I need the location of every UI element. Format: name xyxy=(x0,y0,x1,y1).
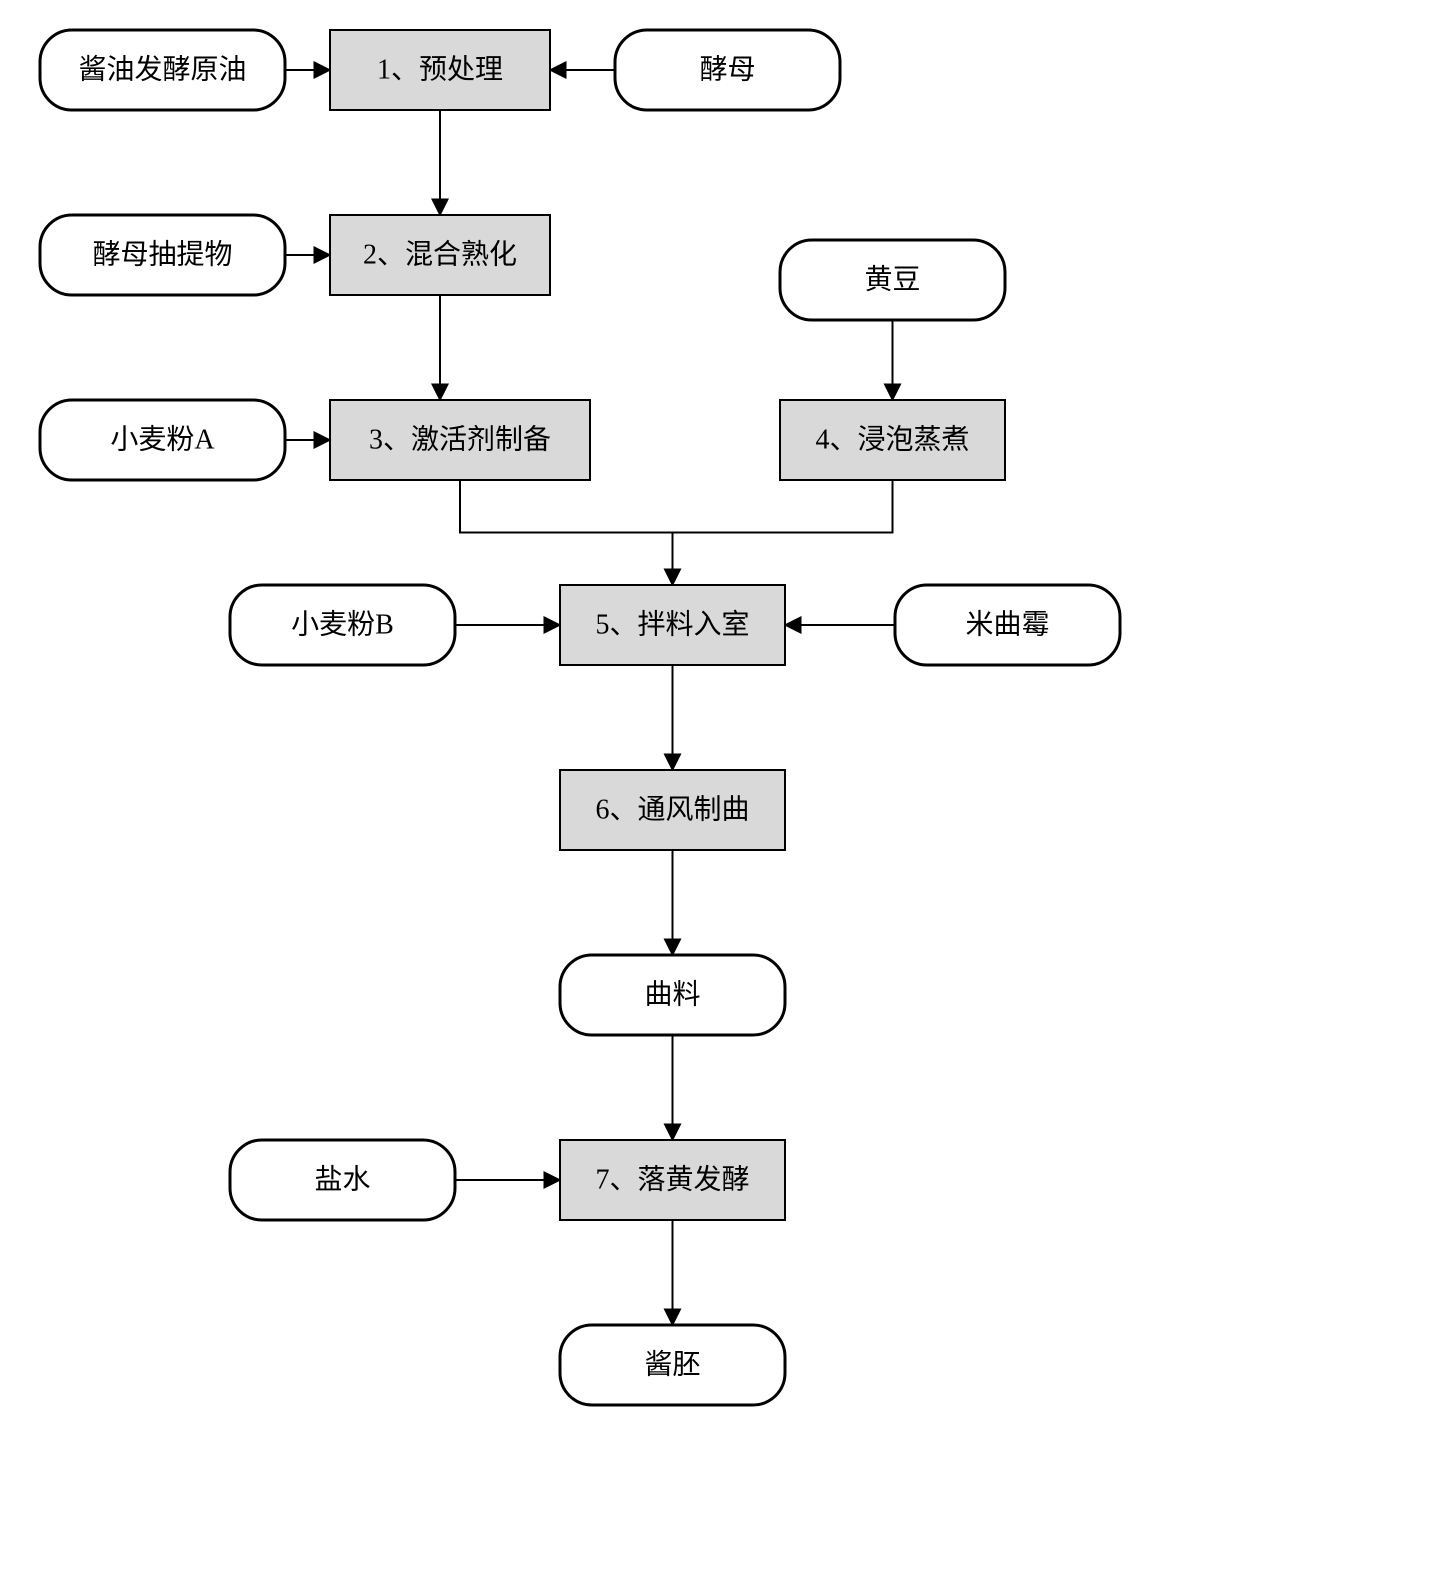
node-label: 曲料 xyxy=(644,979,700,1011)
node-label: 4、浸泡蒸煮 xyxy=(815,424,969,456)
node-p7: 7、落黄发酵 xyxy=(560,1140,785,1220)
node-in_wheatA: 小麦粉A xyxy=(40,400,285,480)
node-label: 米曲霉 xyxy=(965,609,1049,641)
node-label: 黄豆 xyxy=(864,264,920,296)
node-label: 小麦粉A xyxy=(110,424,215,456)
node-in_brine: 盐水 xyxy=(230,1140,455,1220)
node-label: 2、混合熟化 xyxy=(363,239,517,271)
node-p3: 3、激活剂制备 xyxy=(330,400,590,480)
node-label: 盐水 xyxy=(314,1164,370,1196)
node-label: 小麦粉B xyxy=(291,609,394,641)
node-label: 1、预处理 xyxy=(377,54,503,86)
node-p2: 2、混合熟化 xyxy=(330,215,550,295)
node-in_koji: 米曲霉 xyxy=(895,585,1120,665)
node-p5: 5、拌料入室 xyxy=(560,585,785,665)
node-in_extract: 酵母抽提物 xyxy=(40,215,285,295)
node-in_soy_oil: 酱油发酵原油 xyxy=(40,30,285,110)
node-label: 酱胚 xyxy=(644,1349,700,1381)
node-p1: 1、预处理 xyxy=(330,30,550,110)
nodes-layer: 酱油发酵原油 1、预处理 酵母酵母抽提物 2、混合熟化黄豆小麦粉A 3、激活剂制备 4、浸… xyxy=(40,30,1120,1405)
node-out_embryo: 酱胚 xyxy=(560,1325,785,1405)
node-label: 6、通风制曲 xyxy=(595,794,749,826)
node-p4: 4、浸泡蒸煮 xyxy=(780,400,1005,480)
node-p6: 6、通风制曲 xyxy=(560,770,785,850)
node-label: 7、落黄发酵 xyxy=(595,1164,749,1196)
node-label: 酵母 xyxy=(699,55,755,86)
node-label: 5、拌料入室 xyxy=(595,609,749,641)
node-in_soybean: 黄豆 xyxy=(780,240,1005,320)
node-label: 3、激活剂制备 xyxy=(369,424,551,456)
flowchart-canvas: 酱油发酵原油 1、预处理 酵母酵母抽提物 2、混合熟化黄豆小麦粉A 3、激活剂制备 4、浸… xyxy=(0,0,1436,1570)
node-in_yeast: 酵母 xyxy=(615,30,840,110)
node-in_wheatB: 小麦粉B xyxy=(230,585,455,665)
node-label: 酵母抽提物 xyxy=(92,239,232,271)
node-label: 酱油发酵原油 xyxy=(78,54,246,86)
node-out_qu: 曲料 xyxy=(560,955,785,1035)
